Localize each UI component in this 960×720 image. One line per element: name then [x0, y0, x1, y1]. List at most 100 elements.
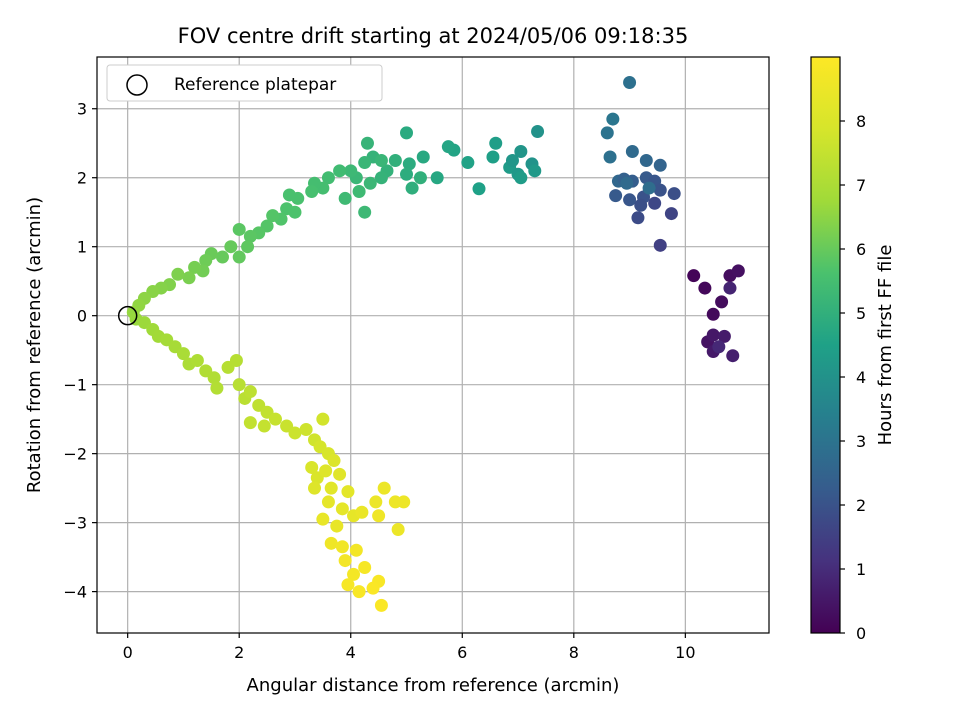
data-point — [514, 145, 528, 159]
legend-label: Reference platepar — [174, 75, 336, 95]
data-point — [352, 585, 366, 599]
data-point — [288, 426, 302, 440]
x-tick-label: 4 — [346, 643, 356, 662]
data-point — [397, 495, 411, 509]
data-point — [268, 412, 282, 426]
data-point — [319, 464, 333, 478]
data-point — [715, 295, 729, 309]
x-axis-ticks: 0 2 4 6 8 10 — [123, 633, 696, 662]
data-point — [243, 229, 257, 243]
data-point — [505, 153, 519, 167]
data-point — [282, 188, 296, 202]
data-point — [358, 205, 372, 219]
data-point — [199, 253, 213, 267]
data-point — [190, 354, 204, 368]
x-axis-label: Angular distance from reference (arcmin) — [247, 675, 620, 696]
data-point — [355, 505, 369, 519]
data-point — [210, 381, 224, 395]
data-point — [391, 523, 405, 537]
data-point — [369, 495, 383, 509]
data-point — [358, 560, 372, 574]
data-point — [338, 191, 352, 205]
data-point — [333, 164, 347, 178]
data-point — [321, 495, 335, 509]
colorbar-tick-label: 1 — [856, 560, 866, 579]
data-point — [324, 536, 338, 550]
y-tick-label: 1 — [77, 238, 87, 257]
y-tick-label: 2 — [77, 169, 87, 188]
data-point — [706, 307, 720, 321]
data-point — [731, 264, 745, 278]
data-point — [726, 349, 740, 363]
data-point — [441, 140, 455, 154]
data-point — [335, 502, 349, 516]
data-point — [366, 581, 380, 595]
data-point — [344, 164, 358, 178]
data-point — [176, 347, 190, 361]
data-point — [400, 126, 414, 140]
data-point — [642, 181, 656, 195]
data-point — [358, 156, 372, 170]
plot-area-frame — [96, 56, 770, 634]
data-point — [341, 485, 355, 499]
data-point — [648, 196, 662, 210]
data-point — [207, 371, 221, 385]
data-point — [698, 281, 712, 295]
x-tick-label: 2 — [234, 643, 244, 662]
data-point — [664, 207, 678, 221]
data-point — [620, 176, 634, 190]
data-point — [321, 171, 335, 185]
data-point — [723, 281, 737, 295]
data-point — [430, 171, 444, 185]
data-point — [330, 519, 344, 533]
data-point — [182, 271, 196, 285]
data-point — [347, 567, 361, 581]
colorbar — [810, 56, 841, 634]
data-point — [653, 158, 667, 172]
data-point — [625, 145, 639, 159]
colorbar-tick-label: 4 — [856, 368, 866, 387]
data-point — [363, 176, 377, 190]
data-point — [472, 182, 486, 196]
data-point — [232, 222, 246, 236]
data-point — [327, 454, 341, 468]
data-point — [486, 150, 500, 164]
data-point — [338, 554, 352, 568]
data-point — [653, 183, 667, 197]
data-point — [405, 181, 419, 195]
data-point — [400, 167, 414, 181]
legend-frame — [106, 64, 383, 102]
y-tick-label: 3 — [77, 100, 87, 119]
y-tick-label: −1 — [63, 376, 87, 395]
data-point — [360, 136, 374, 150]
data-point — [349, 543, 363, 557]
data-point — [653, 238, 667, 252]
data-point — [215, 250, 229, 264]
data-point — [623, 76, 637, 90]
colorbar-ticks: 0 1 2 3 4 5 6 7 8 — [840, 112, 866, 643]
x-tick-label: 8 — [569, 643, 579, 662]
y-tick-label: −4 — [63, 583, 87, 602]
data-point — [514, 171, 528, 185]
data-point — [229, 354, 243, 368]
data-point — [374, 171, 388, 185]
data-point — [489, 136, 503, 150]
data-point — [335, 540, 349, 554]
colorbar-tick-label: 3 — [856, 432, 866, 451]
legend-marker — [126, 74, 148, 96]
data-point — [266, 209, 280, 223]
data-point — [305, 185, 319, 199]
data-point — [352, 185, 366, 199]
x-tick-label: 6 — [457, 643, 467, 662]
data-point — [232, 378, 246, 392]
data-point — [623, 193, 637, 207]
y-tick-label: 0 — [77, 307, 87, 326]
data-point — [528, 164, 542, 178]
data-point — [609, 189, 623, 203]
data-point — [374, 153, 388, 167]
legend: Reference platepar — [106, 64, 383, 102]
reference-point-marker — [117, 305, 138, 326]
data-point — [531, 125, 545, 139]
data-point — [257, 419, 271, 433]
